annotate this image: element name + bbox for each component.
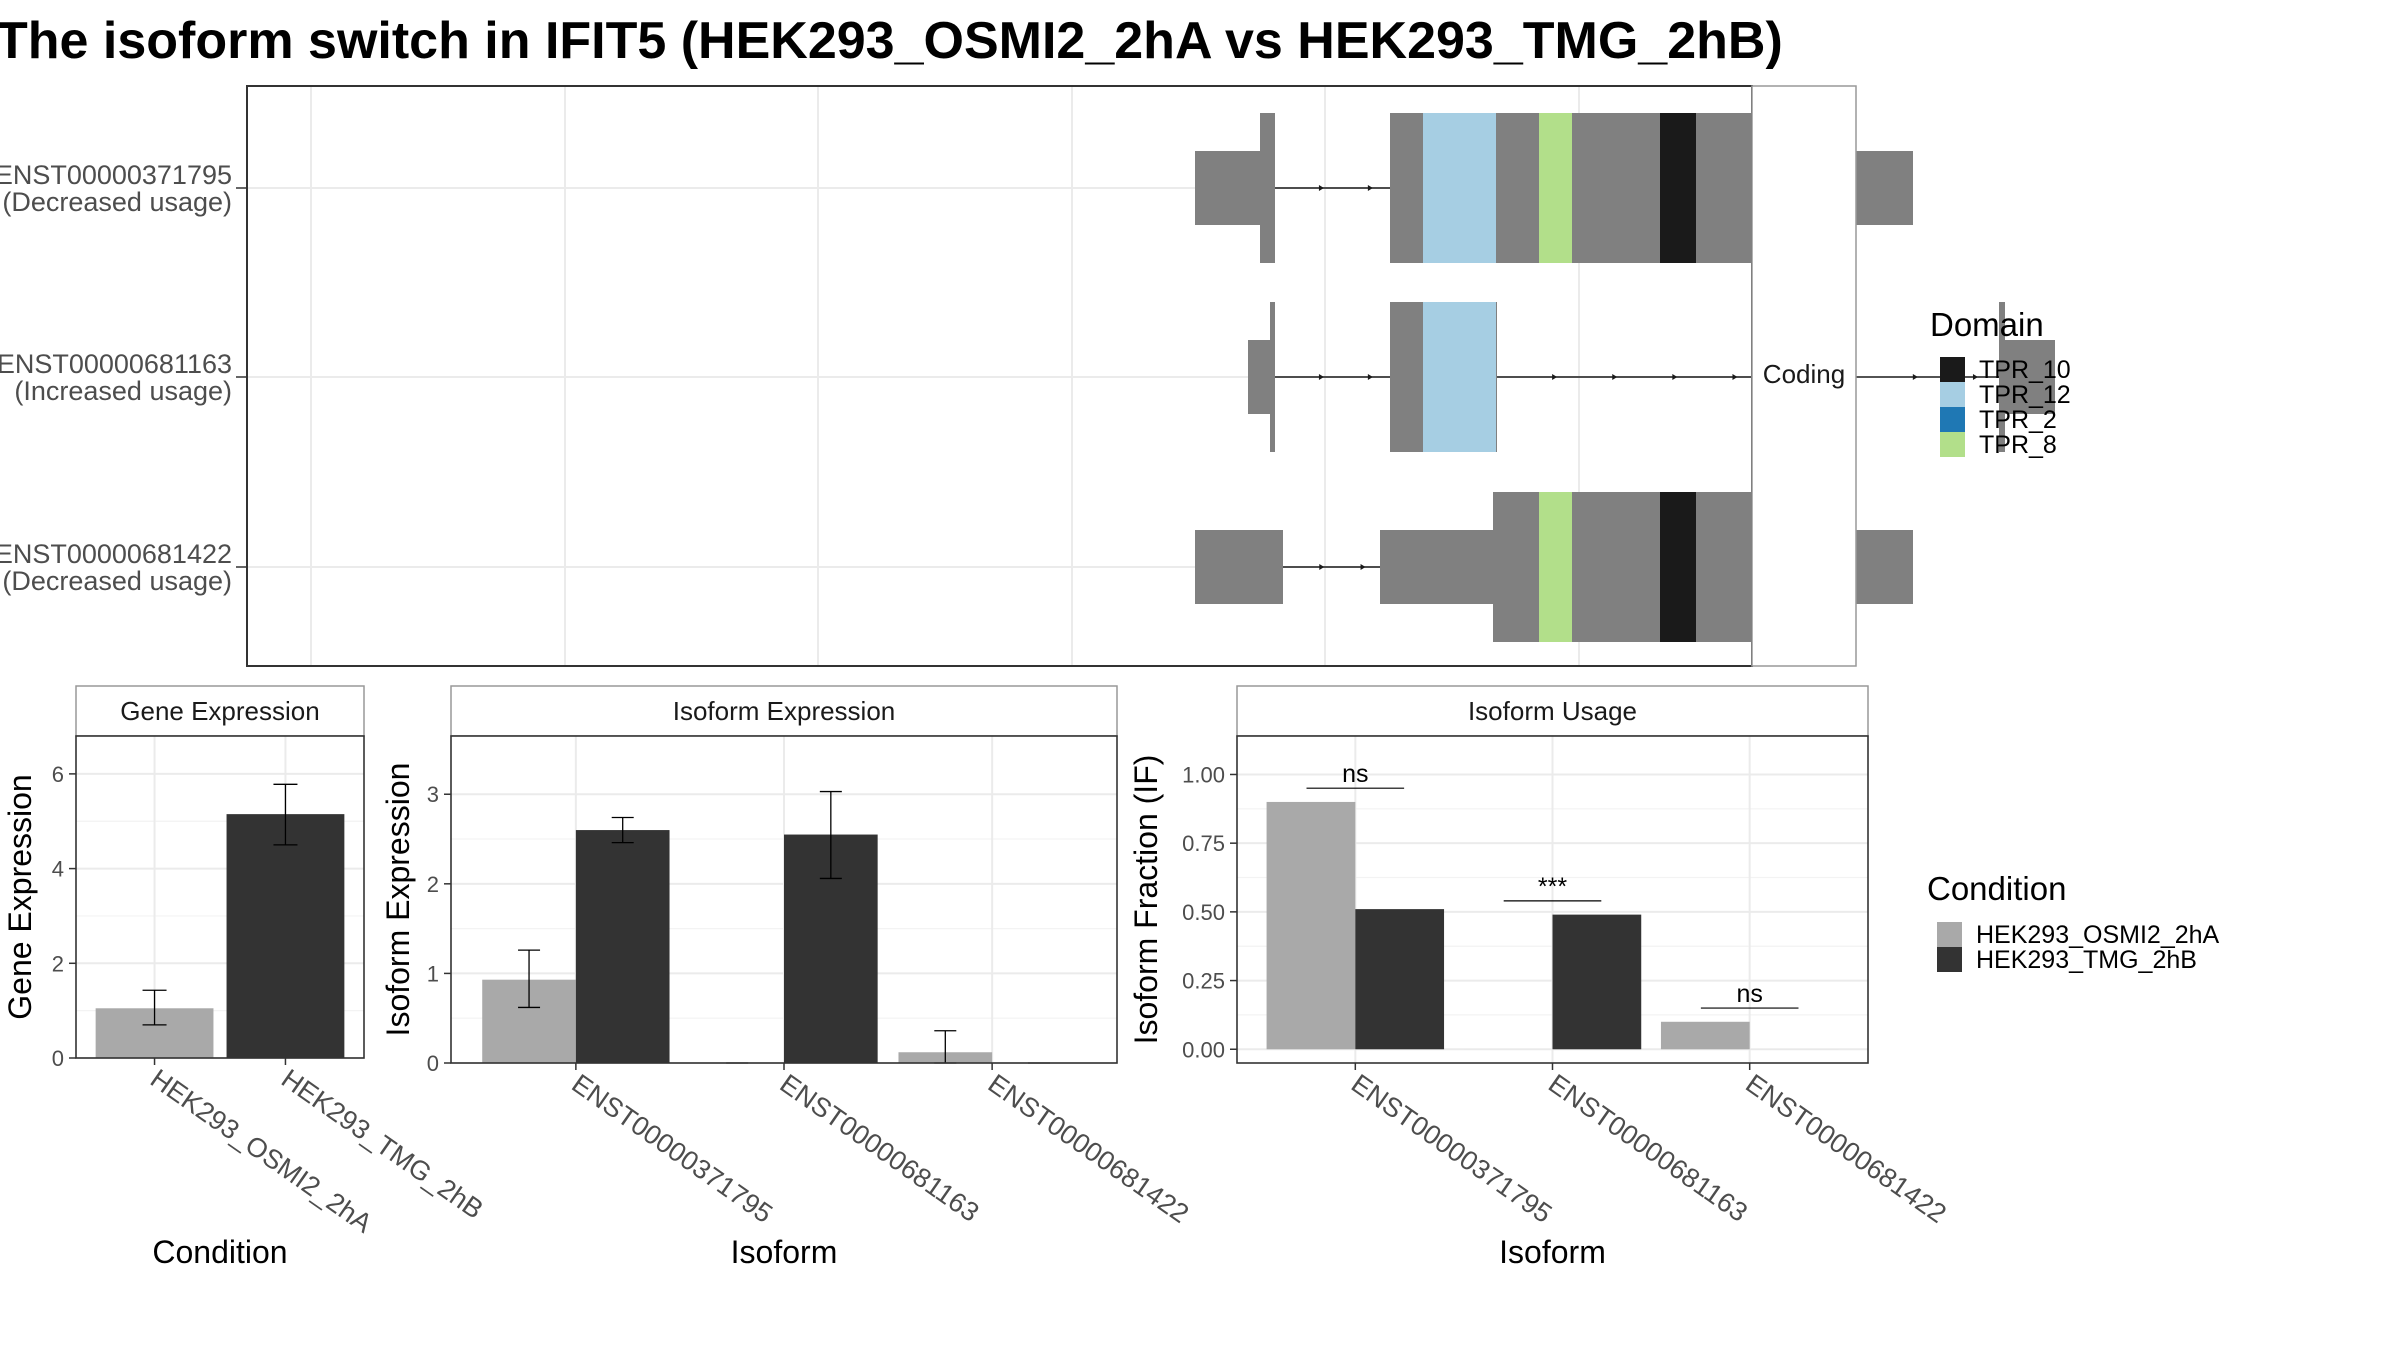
y-tick-label: 0 bbox=[52, 1046, 64, 1071]
domain-tpr-12 bbox=[1423, 113, 1496, 263]
legend-key-tpr-2 bbox=[1940, 407, 1965, 432]
utr-exon bbox=[1248, 340, 1270, 414]
y-tick-label: 4 bbox=[52, 857, 64, 882]
intron-arrow bbox=[1912, 374, 1918, 380]
legend-key-tpr-8 bbox=[1940, 432, 1965, 457]
bar bbox=[1660, 1021, 1750, 1050]
facet-strip bbox=[1751, 85, 1857, 667]
utr-exon bbox=[2005, 340, 2055, 414]
transcript-usage-label: (Decreased usage) bbox=[2, 187, 232, 217]
y-tick-label: 0 bbox=[427, 1051, 439, 1076]
y-tick-label: 6 bbox=[52, 762, 64, 787]
intron-arrow bbox=[1319, 564, 1325, 570]
y-tick-label: 2 bbox=[52, 951, 64, 976]
isoform-usage-panel: Isoform Usage ns *** ns 0.00 0.25 0.50 0.75 1.00… bbox=[1128, 685, 1952, 1270]
transcript-id-label: ENST00000681163 bbox=[0, 349, 232, 379]
domain-tpr-8 bbox=[1539, 113, 1572, 263]
isoform-expression-panel: Isoform Expression0123ENST00000371795ENS… bbox=[380, 685, 1194, 1270]
x-tick-label: ENST00000681163 bbox=[775, 1068, 985, 1227]
y-axis-title: Gene Expression bbox=[2, 774, 38, 1019]
intron-arrow bbox=[1318, 185, 1324, 191]
intron-arrow bbox=[1972, 374, 1978, 380]
domain-tpr-12 bbox=[1423, 302, 1496, 452]
x-axis-title: Isoform bbox=[731, 1234, 838, 1270]
y-tick-label: 0.25 bbox=[1182, 969, 1225, 994]
domain-legend-title: Domain bbox=[1930, 306, 2044, 343]
panel-strip-label: Isoform Expression bbox=[673, 696, 896, 726]
condition-legend-title: Condition bbox=[1927, 870, 2066, 907]
y-tick-label: 1.00 bbox=[1182, 762, 1225, 787]
domain-tpr-8 bbox=[1539, 492, 1572, 642]
x-tick-label: ENST00000681422 bbox=[983, 1068, 1194, 1229]
domain-tpr-10 bbox=[1660, 492, 1696, 642]
transcript-id-label: ENST00000371795 bbox=[0, 160, 232, 190]
panel-border bbox=[75, 735, 365, 1059]
x-tick-label: HEK293_OSMI2_2hA bbox=[145, 1063, 377, 1238]
coding-exon bbox=[1999, 302, 2005, 452]
facet-strip-label: Coding bbox=[1763, 359, 1845, 389]
coding-exon bbox=[1270, 302, 1275, 452]
panel-strip bbox=[75, 685, 365, 737]
bar bbox=[226, 814, 345, 1058]
transcript-structure-panel: Coding ENST00000371795(Decreased usage)E… bbox=[0, 85, 2055, 667]
y-axis-title: Isoform Fraction (IF) bbox=[1128, 755, 1164, 1045]
legend-label: TPR_2 bbox=[1979, 406, 2057, 434]
bar bbox=[1552, 914, 1642, 1050]
y-tick-label: 0.00 bbox=[1182, 1037, 1225, 1062]
panel-strip-label: Gene Expression bbox=[120, 696, 319, 726]
legend-label: TPR_8 bbox=[1979, 431, 2057, 459]
y-tick-label: 0.75 bbox=[1182, 831, 1225, 856]
x-axis-title: Isoform bbox=[1499, 1234, 1606, 1270]
significance-label: ns bbox=[1342, 760, 1368, 788]
intron-arrow bbox=[1367, 374, 1373, 380]
utr-exon bbox=[1195, 151, 1260, 225]
legend-key-tpr-10 bbox=[1940, 357, 1965, 382]
panel-strip bbox=[450, 685, 1118, 737]
utr-exon bbox=[1195, 530, 1283, 604]
panel-strip-label: Isoform Usage bbox=[1468, 696, 1637, 726]
bar bbox=[575, 830, 670, 1063]
intron-arrow bbox=[1732, 374, 1738, 380]
y-tick-label: 3 bbox=[427, 782, 439, 807]
legend-label: TPR_10 bbox=[1979, 356, 2071, 384]
y-tick-label: 2 bbox=[427, 872, 439, 897]
utr-exon bbox=[1380, 530, 1493, 604]
significance-label: *** bbox=[1538, 873, 1567, 901]
legend-label: HEK293_TMG_2hB bbox=[1976, 946, 2197, 974]
legend-key-condition bbox=[1937, 922, 1962, 947]
bar bbox=[1266, 801, 1356, 1050]
y-tick-label: 1 bbox=[427, 961, 439, 986]
coding-exon bbox=[1260, 113, 1275, 263]
bar bbox=[1355, 909, 1445, 1050]
y-tick-label: 0.50 bbox=[1182, 900, 1225, 925]
transcript-usage-label: (Increased usage) bbox=[14, 376, 232, 406]
x-tick-label: ENST00000371795 bbox=[1346, 1068, 1557, 1229]
intron-arrow bbox=[1360, 564, 1366, 570]
significance-label: ns bbox=[1736, 980, 1762, 1008]
intron-arrow bbox=[1612, 374, 1618, 380]
legend-label: HEK293_OSMI2_2hA bbox=[1976, 921, 2220, 949]
intron-arrow bbox=[1552, 374, 1558, 380]
transcript-labels: ENST00000371795(Decreased usage)ENST0000… bbox=[0, 160, 247, 596]
intron-arrow bbox=[1672, 374, 1678, 380]
legend-label: TPR_12 bbox=[1979, 381, 2071, 409]
transcript-id-label: ENST00000681422 bbox=[0, 539, 232, 569]
panel-strip bbox=[1236, 685, 1869, 737]
intron-arrow bbox=[1318, 374, 1324, 380]
intron-arrow bbox=[1367, 185, 1373, 191]
x-tick-label: ENST00000681163 bbox=[1543, 1068, 1753, 1227]
y-axis-title: Isoform Expression bbox=[380, 763, 416, 1037]
figure-title: The isoform switch in IFIT5 (HEK293_OSMI… bbox=[0, 12, 1783, 70]
domain-tpr-10 bbox=[1660, 113, 1696, 263]
transcript-usage-label: (Decreased usage) bbox=[2, 566, 232, 596]
legend-key-tpr-12 bbox=[1940, 382, 1965, 407]
legend-key-condition bbox=[1937, 947, 1962, 972]
x-tick-label: ENST00000681422 bbox=[1740, 1068, 1951, 1229]
x-tick-label: ENST00000371795 bbox=[566, 1068, 777, 1229]
x-axis-title: Condition bbox=[152, 1234, 287, 1270]
